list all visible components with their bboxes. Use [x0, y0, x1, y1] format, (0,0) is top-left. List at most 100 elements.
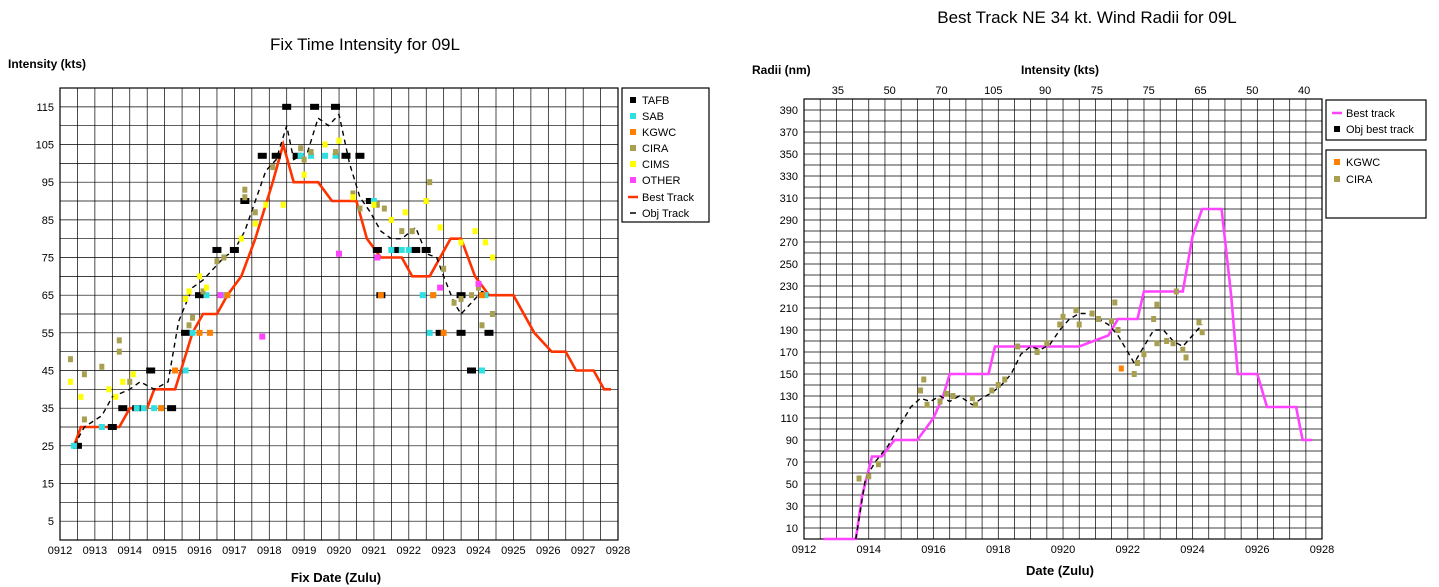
chart2-point-cira: [1044, 340, 1050, 347]
chart2-legend-swatch-kgwc: [1334, 159, 1340, 165]
chart2-point-cira: [1151, 316, 1157, 322]
chart1-point-kgwc: [172, 367, 179, 374]
chart1-point-cims: [458, 239, 464, 246]
chart2-xtick-label: 0916: [921, 544, 945, 556]
chart2-point-cira: [1173, 288, 1179, 295]
chart2-point-cira: [1015, 343, 1021, 350]
chart2-point-cira: [856, 475, 862, 482]
chart1-xtick-label: 0928: [606, 545, 630, 557]
chart1-legend-swatch-cira: [630, 145, 636, 151]
chart1-point-sab: [220, 292, 227, 299]
chart2-xtick-label: 0912: [792, 544, 816, 556]
chart1-point-cira: [116, 337, 122, 344]
chart1-series-obj-track: [73, 112, 490, 447]
chart1-point-cira: [200, 288, 206, 295]
chart2-point-cira: [950, 393, 956, 399]
chart2-xtick-label: 0920: [1051, 544, 1075, 556]
chart2-legend-swatch-obj-best-track: [1334, 126, 1340, 132]
chart1-point-tafb: [467, 367, 477, 374]
chart2-point-cira: [1141, 351, 1147, 358]
chart1-xtick-label: 0926: [536, 545, 560, 557]
chart2-point-cira: [1131, 371, 1137, 377]
chart2-point-cira: [1180, 346, 1186, 353]
chart1-point-sab: [182, 367, 189, 374]
chart1-point-tafb: [365, 198, 375, 204]
chart1-point-other: [259, 333, 266, 340]
chart1-xtick-label: 0912: [48, 545, 72, 557]
chart1-ytick-label: 75: [42, 253, 54, 265]
chart1-point-cims: [482, 239, 488, 246]
chart1-point-sab: [189, 329, 196, 336]
chart1-point-sab: [70, 442, 77, 449]
chart2-point-cira: [1096, 316, 1102, 322]
chart1-point-cira: [476, 284, 481, 291]
chart2-point-cira: [937, 398, 943, 405]
chart1-point-cira: [469, 292, 475, 299]
chart1-point-other: [475, 280, 482, 287]
chart1-point-cira: [350, 190, 356, 197]
chart1-point-cira: [242, 186, 248, 193]
chart1-legend-swatch-other: [630, 177, 636, 183]
chart1-legend-label-cims: CIMS: [642, 159, 670, 171]
chart1-point-sab: [203, 292, 210, 299]
chart2-point-cira: [1154, 340, 1160, 347]
chart1-point-kgwc: [430, 292, 437, 299]
chart1-point-tafb: [181, 329, 191, 336]
chart1-point-sab: [426, 329, 433, 336]
chart2-series-best-track: [823, 207, 1313, 541]
chart1-title: Fix Time Intensity for 09L: [270, 35, 460, 54]
chart2-point-cira: [1057, 321, 1063, 328]
chart2-point-cira: [1134, 360, 1140, 366]
chart2-title: Best Track NE 34 kt. Wind Radii for 09L: [937, 8, 1237, 27]
chart2-ytick-label: 290: [780, 215, 798, 227]
chart1-point-tafb: [456, 329, 466, 336]
chart1-point-cira: [221, 254, 227, 261]
chart1-point-kgwc: [158, 405, 165, 412]
chart2-ytick-label: 170: [780, 347, 798, 359]
chart2-point-cira: [1060, 313, 1066, 320]
chart2-point-cira: [1199, 329, 1205, 336]
chart1-legend-label-cira: CIRA: [642, 143, 669, 155]
chart2-ytick-label: 310: [780, 193, 798, 205]
chart1-point-sab: [98, 424, 105, 430]
chart1-point-cims: [336, 137, 342, 144]
chart2-plot: 10 30 50 70 90 110 130 150 170 190 210 230 250 270 290…: [780, 85, 1427, 556]
chart2-point-cira: [1164, 338, 1170, 344]
chart2-xtick-label: 0914: [857, 544, 881, 556]
chart1-point-cira: [381, 205, 387, 212]
chart2-point-cira: [1034, 349, 1040, 355]
chart1-point-cira: [81, 416, 87, 423]
chart1-point-cims: [472, 228, 478, 235]
chart1-point-cims: [489, 254, 495, 261]
chart1-ytick-label: 35: [42, 403, 54, 415]
chart1-point-tafb: [411, 246, 421, 253]
chart2-frame: [803, 98, 1323, 540]
chart1-ytick-label: 25: [42, 441, 54, 453]
chart1-frame: [59, 87, 619, 541]
chart2-point-cira: [989, 387, 995, 394]
chart1-point-tafb: [484, 329, 494, 336]
chart1-point-other: [374, 254, 381, 261]
chart1-point-tafb: [107, 424, 117, 430]
chart1-point-cims: [301, 171, 307, 178]
chart2-point-cira: [866, 473, 872, 480]
chart2-series-obj-best-track: [855, 312, 1203, 540]
chart1-point-sab: [308, 152, 315, 159]
chart1-point-cira: [242, 194, 248, 201]
chart2-legend-swatch-cira: [1334, 176, 1340, 182]
chart2-xtick-label: 0918: [986, 544, 1010, 556]
chart1-point-cira: [116, 348, 122, 355]
chart1-legend-label-best-track: Best Track: [642, 192, 694, 204]
chart1-point-tafb: [118, 405, 128, 412]
chart2-top-tick-label: 70: [935, 85, 947, 97]
chart1-point-sab: [398, 246, 405, 253]
chart1-point-tafb: [72, 442, 82, 449]
chart1-point-cims: [183, 295, 189, 302]
chart1-xtick-label: 0924: [466, 545, 490, 557]
chart2-top-tick-label: 40: [1298, 85, 1310, 97]
chart2-ytick-label: 110: [780, 413, 798, 425]
chart2-ytick-label: 390: [780, 105, 798, 117]
chart2-ytick-label: 370: [780, 127, 798, 139]
chart2-point-kgwc: [1118, 365, 1124, 372]
chart2-legend-label-best-track: Best track: [1346, 108, 1395, 120]
